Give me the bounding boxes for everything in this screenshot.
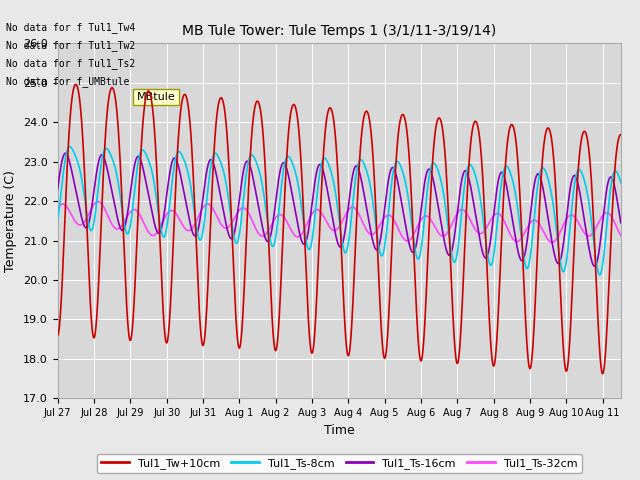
Text: No data for f Tul1_Ts2: No data for f Tul1_Ts2 (6, 58, 136, 69)
Text: No data for f Tul1_Tw2: No data for f Tul1_Tw2 (6, 40, 136, 51)
Text: MBtule: MBtule (136, 92, 175, 102)
Y-axis label: Temperature (C): Temperature (C) (4, 170, 17, 272)
Title: MB Tule Tower: Tule Temps 1 (3/1/11-3/19/14): MB Tule Tower: Tule Temps 1 (3/1/11-3/19… (182, 24, 497, 38)
Text: No data for f Tul1_Tw4: No data for f Tul1_Tw4 (6, 22, 136, 33)
Text: No data for f_UMBtule: No data for f_UMBtule (6, 76, 130, 87)
Legend: Tul1_Tw+10cm, Tul1_Ts-8cm, Tul1_Ts-16cm, Tul1_Ts-32cm: Tul1_Tw+10cm, Tul1_Ts-8cm, Tul1_Ts-16cm,… (97, 454, 582, 473)
X-axis label: Time: Time (324, 424, 355, 437)
